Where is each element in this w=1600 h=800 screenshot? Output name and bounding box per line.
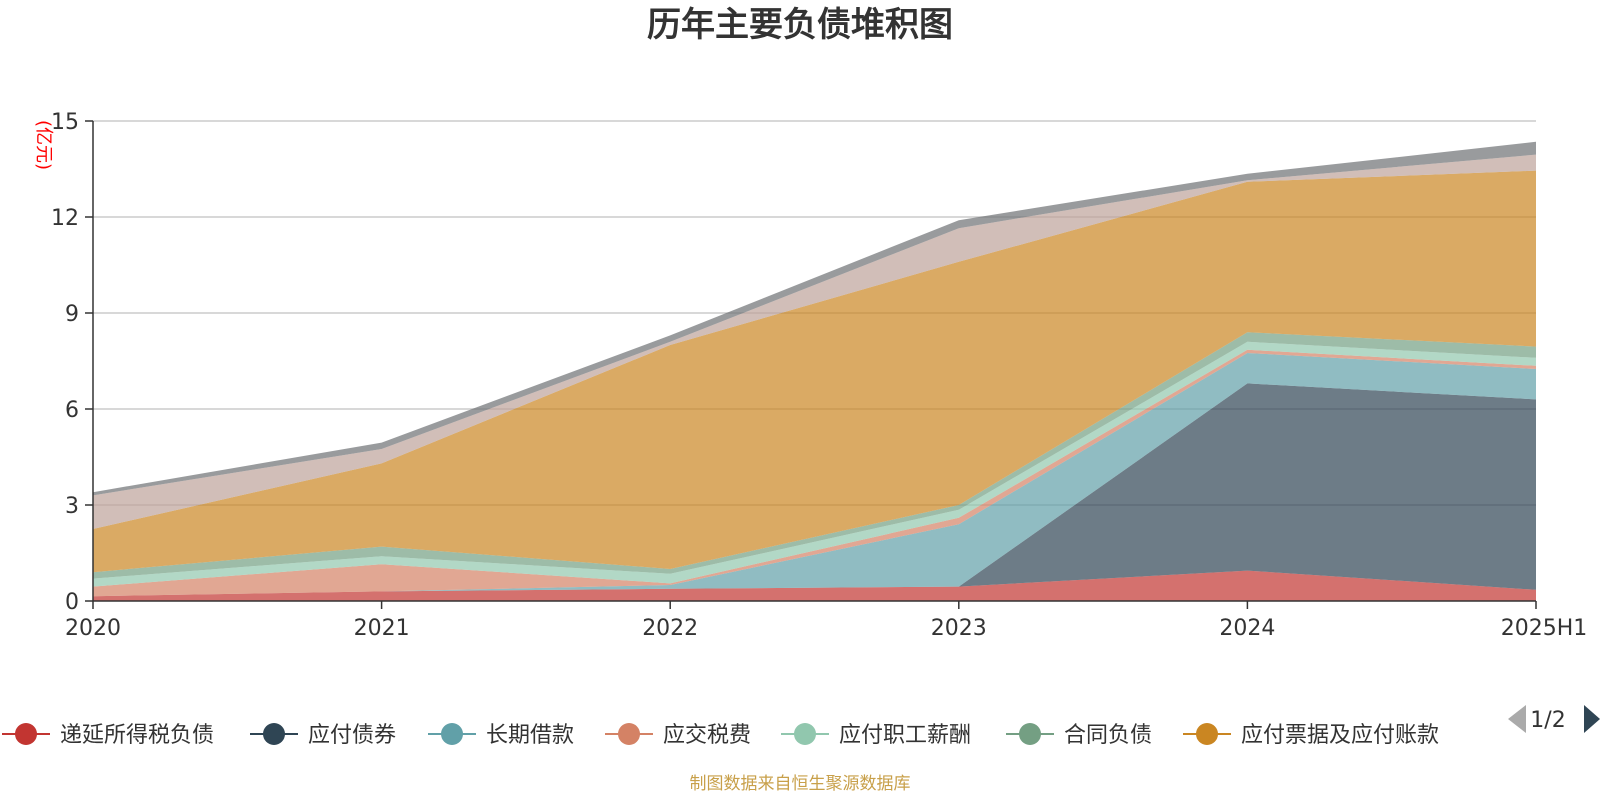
legend-label: 长期借款	[486, 723, 574, 748]
legend-label: 合同负债	[1064, 723, 1152, 748]
x-tick-label: 2022	[642, 616, 698, 641]
prev-page-icon[interactable]	[1508, 705, 1526, 733]
legend-item[interactable]: 长期借款	[428, 723, 574, 748]
y-tick-label: 6	[65, 398, 79, 423]
legend-item[interactable]: 递延所得税负债	[2, 723, 214, 748]
legend-page-indicator: 1/2	[1530, 708, 1565, 733]
x-tick-label: 2023	[931, 616, 987, 641]
legend-item[interactable]: 应付债券	[250, 723, 396, 748]
data-source-note: 制图数据来自恒生聚源数据库	[690, 774, 911, 794]
y-tick-label: 9	[65, 302, 79, 327]
area-递延所得税负债	[93, 570, 1536, 601]
legend-label: 应交税费	[663, 723, 751, 748]
y-axis-unit: (亿元)	[33, 120, 54, 170]
legend-label: 应付票据及应付账款	[1241, 723, 1439, 748]
y-tick-label: 0	[65, 590, 79, 615]
x-tick-label: 2025H1	[1501, 616, 1588, 641]
x-tick-label: 2020	[65, 616, 121, 641]
legend-item[interactable]: 应付职工薪酬	[781, 723, 971, 748]
legend-item[interactable]: 合同负债	[1006, 723, 1152, 748]
legend-label: 递延所得税负债	[60, 723, 214, 748]
legend-item[interactable]: 应付票据及应付账款	[1183, 723, 1439, 748]
legend-label: 应付职工薪酬	[839, 723, 971, 748]
y-tick-label: 3	[65, 494, 79, 519]
area-其他负债	[93, 154, 1536, 529]
legend-marker-icon	[15, 723, 37, 745]
x-tick-label: 2021	[354, 616, 410, 641]
x-tick-label: 2024	[1219, 616, 1275, 641]
y-tick-label: 12	[51, 206, 79, 231]
legend-marker-icon	[263, 723, 285, 745]
legend-pager: 1/2	[1508, 705, 1600, 733]
legend-marker-icon	[794, 723, 816, 745]
legend-label: 应付债券	[308, 723, 396, 748]
area-长期借款	[93, 353, 1536, 597]
y-tick-label: 15	[51, 110, 79, 135]
legend-marker-icon	[618, 723, 640, 745]
area-应付票据及应付账款	[93, 170, 1536, 573]
legend: 递延所得税负债 应付债券 长期借款 应交税费 应付职工薪酬 合同负债 应付票据及应付账款	[2, 723, 1439, 748]
legend-marker-icon	[441, 723, 463, 745]
next-page-icon[interactable]	[1584, 705, 1600, 733]
stacked-areas	[93, 141, 1536, 601]
legend-item[interactable]: 应交税费	[605, 723, 751, 748]
legend-marker-icon	[1196, 723, 1218, 745]
legend-marker-icon	[1019, 723, 1041, 745]
area-应付债券	[93, 383, 1536, 597]
chart-title: 历年主要负债堆积图	[647, 5, 953, 45]
axes: 0 3 6 9 12 15 2020 2021 2022 2023 2024 2025H1	[51, 110, 1587, 641]
